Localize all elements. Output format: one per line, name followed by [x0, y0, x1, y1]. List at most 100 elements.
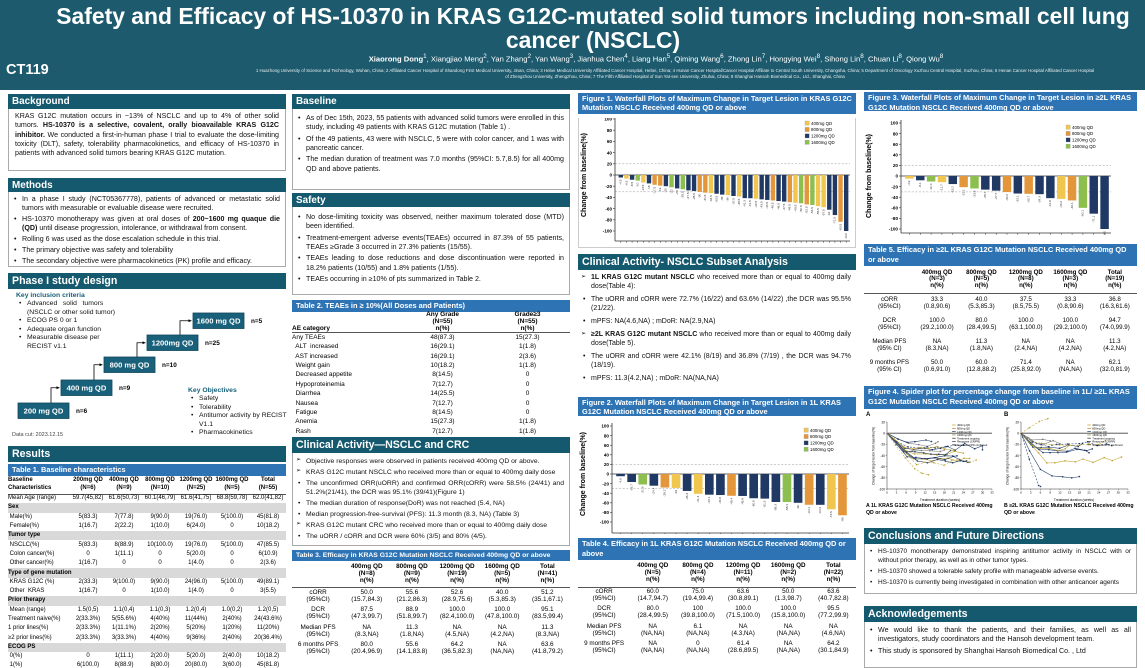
svg-text:-60: -60	[891, 206, 898, 211]
svg-text:-45.5: -45.5	[771, 202, 775, 209]
svg-text:20: 20	[893, 163, 899, 168]
svg-text:-62: -62	[827, 211, 831, 216]
svg-text:1600mg QD: 1600mg QD	[957, 433, 972, 437]
svg-text:24: 24	[1097, 490, 1101, 494]
svg-text:1200mg QD: 1200mg QD	[1092, 430, 1107, 434]
svg-text:-58.4: -58.4	[785, 504, 789, 511]
svg-text:n=9: n=9	[119, 385, 131, 392]
svg-text:-50.5: -50.5	[752, 500, 756, 507]
svg-text:-40: -40	[602, 491, 609, 496]
svg-text:-20: -20	[664, 188, 668, 193]
svg-text:-80: -80	[605, 218, 612, 223]
svg-text:-10.4: -10.4	[929, 183, 933, 190]
svg-text:21: 21	[1087, 490, 1091, 494]
svg-text:400mg QD: 400mg QD	[1092, 423, 1105, 427]
svg-text:-100: -100	[844, 233, 848, 239]
svg-text:20: 20	[607, 162, 613, 167]
svg-text:-64.2: -64.2	[818, 507, 822, 514]
svg-text:-40: -40	[605, 195, 612, 200]
svg-text:-8.5: -8.5	[630, 182, 634, 188]
svg-text:-4.6: -4.6	[618, 478, 622, 484]
svg-text:-80: -80	[880, 476, 885, 480]
svg-text:-100: -100	[879, 487, 886, 491]
svg-text:800mg QD: 800mg QD	[810, 434, 831, 439]
svg-text:n=25: n=25	[205, 340, 220, 347]
svg-text:n=10: n=10	[162, 362, 177, 369]
svg-text:Change from baseline(%): Change from baseline(%)	[580, 432, 587, 516]
svg-text:200 mg QD: 200 mg QD	[24, 406, 64, 415]
svg-text:1200mg QD: 1200mg QD	[811, 134, 835, 139]
svg-text:-50.5: -50.5	[799, 205, 803, 212]
svg-text:-83.5: -83.5	[838, 224, 842, 231]
svg-text:60: 60	[893, 142, 899, 147]
svg-text:-64.1: -64.1	[807, 507, 811, 514]
svg-text:-57.5: -57.5	[821, 209, 825, 216]
svg-text:400mg QD: 400mg QD	[1072, 125, 1093, 130]
svg-text:-40: -40	[880, 454, 885, 458]
svg-text:-15: -15	[647, 185, 651, 190]
svg-text:-35.3: -35.3	[685, 493, 689, 500]
svg-text:-41.3: -41.3	[696, 496, 700, 503]
svg-text:100: 100	[604, 118, 612, 122]
svg-text:0: 0	[609, 173, 612, 178]
svg-text:-60: -60	[880, 465, 885, 469]
svg-text:1200mg QD: 1200mg QD	[810, 441, 834, 446]
svg-text:400mg QD: 400mg QD	[810, 428, 831, 433]
svg-text:6: 6	[905, 490, 907, 494]
svg-text:-40: -40	[891, 195, 898, 200]
svg-text:21: 21	[952, 490, 956, 494]
svg-text:40: 40	[604, 453, 610, 458]
svg-text:-43.5: -43.5	[760, 201, 764, 208]
svg-text:-71.1: -71.1	[1092, 215, 1096, 222]
svg-text:-22: -22	[669, 189, 673, 194]
svg-text:-6.5: -6.5	[624, 180, 628, 186]
svg-text:-27.7: -27.7	[994, 192, 998, 199]
svg-text:-24: -24	[675, 190, 679, 195]
svg-text:-28.2: -28.2	[663, 489, 667, 496]
svg-text:27: 27	[971, 490, 975, 494]
svg-text:-21.9: -21.9	[641, 486, 645, 493]
svg-text:800 mg QD: 800 mg QD	[110, 360, 150, 369]
svg-text:-24.4: -24.4	[652, 487, 656, 494]
svg-text:-20: -20	[880, 443, 885, 447]
svg-text:60: 60	[604, 443, 610, 448]
svg-text:0: 0	[883, 432, 885, 436]
svg-text:1200mg QD: 1200mg QD	[152, 338, 194, 347]
svg-text:-41.5: -41.5	[748, 200, 752, 207]
svg-text:400mg QD: 400mg QD	[811, 121, 832, 126]
svg-text:n=5: n=5	[251, 318, 263, 325]
svg-text:-32.5: -32.5	[709, 195, 713, 202]
svg-text:-34.3: -34.3	[1037, 196, 1041, 203]
svg-text:100: 100	[601, 424, 609, 429]
svg-text:-100: -100	[1013, 487, 1020, 491]
svg-text:-55.5: -55.5	[816, 208, 820, 215]
svg-text:1600 mg QD: 1600 mg QD	[197, 316, 241, 325]
svg-text:-20: -20	[605, 184, 612, 189]
svg-text:1600mg QD: 1600mg QD	[810, 447, 834, 452]
svg-text:0: 0	[1020, 490, 1022, 494]
svg-text:-100: -100	[603, 229, 613, 234]
svg-text:40: 40	[893, 153, 899, 158]
svg-text:-4.5: -4.5	[619, 179, 623, 185]
svg-text:Change of target lesion from b: Change of target lesion from baseline(%)	[872, 427, 876, 485]
svg-text:-25.7: -25.7	[983, 191, 987, 198]
svg-text:New lesion/PD confirmed: New lesion/PD confirmed	[957, 443, 988, 447]
svg-text:-16.7: -16.7	[629, 484, 633, 491]
svg-text:-37.5: -37.5	[731, 198, 735, 205]
svg-text:-36: -36	[726, 197, 730, 202]
svg-text:-28.5: -28.5	[692, 193, 696, 200]
svg-text:400 mg QD: 400 mg QD	[67, 383, 107, 392]
svg-text:-42.5: -42.5	[754, 201, 758, 208]
svg-text:-45.8: -45.8	[740, 498, 744, 505]
svg-text:800mg QD: 800mg QD	[1072, 131, 1093, 136]
svg-text:-47.5: -47.5	[782, 203, 786, 210]
svg-text:-13.5: -13.5	[641, 184, 645, 191]
svg-text:-43.1: -43.1	[707, 496, 711, 503]
svg-text:-80: -80	[602, 510, 609, 515]
svg-text:-51.3: -51.3	[763, 500, 767, 507]
svg-text:1200mg QD: 1200mg QD	[957, 430, 972, 434]
svg-text:20: 20	[1015, 420, 1019, 424]
svg-text:15: 15	[933, 490, 937, 494]
svg-text:80: 80	[604, 433, 610, 438]
svg-text:-11.7: -11.7	[940, 184, 944, 191]
